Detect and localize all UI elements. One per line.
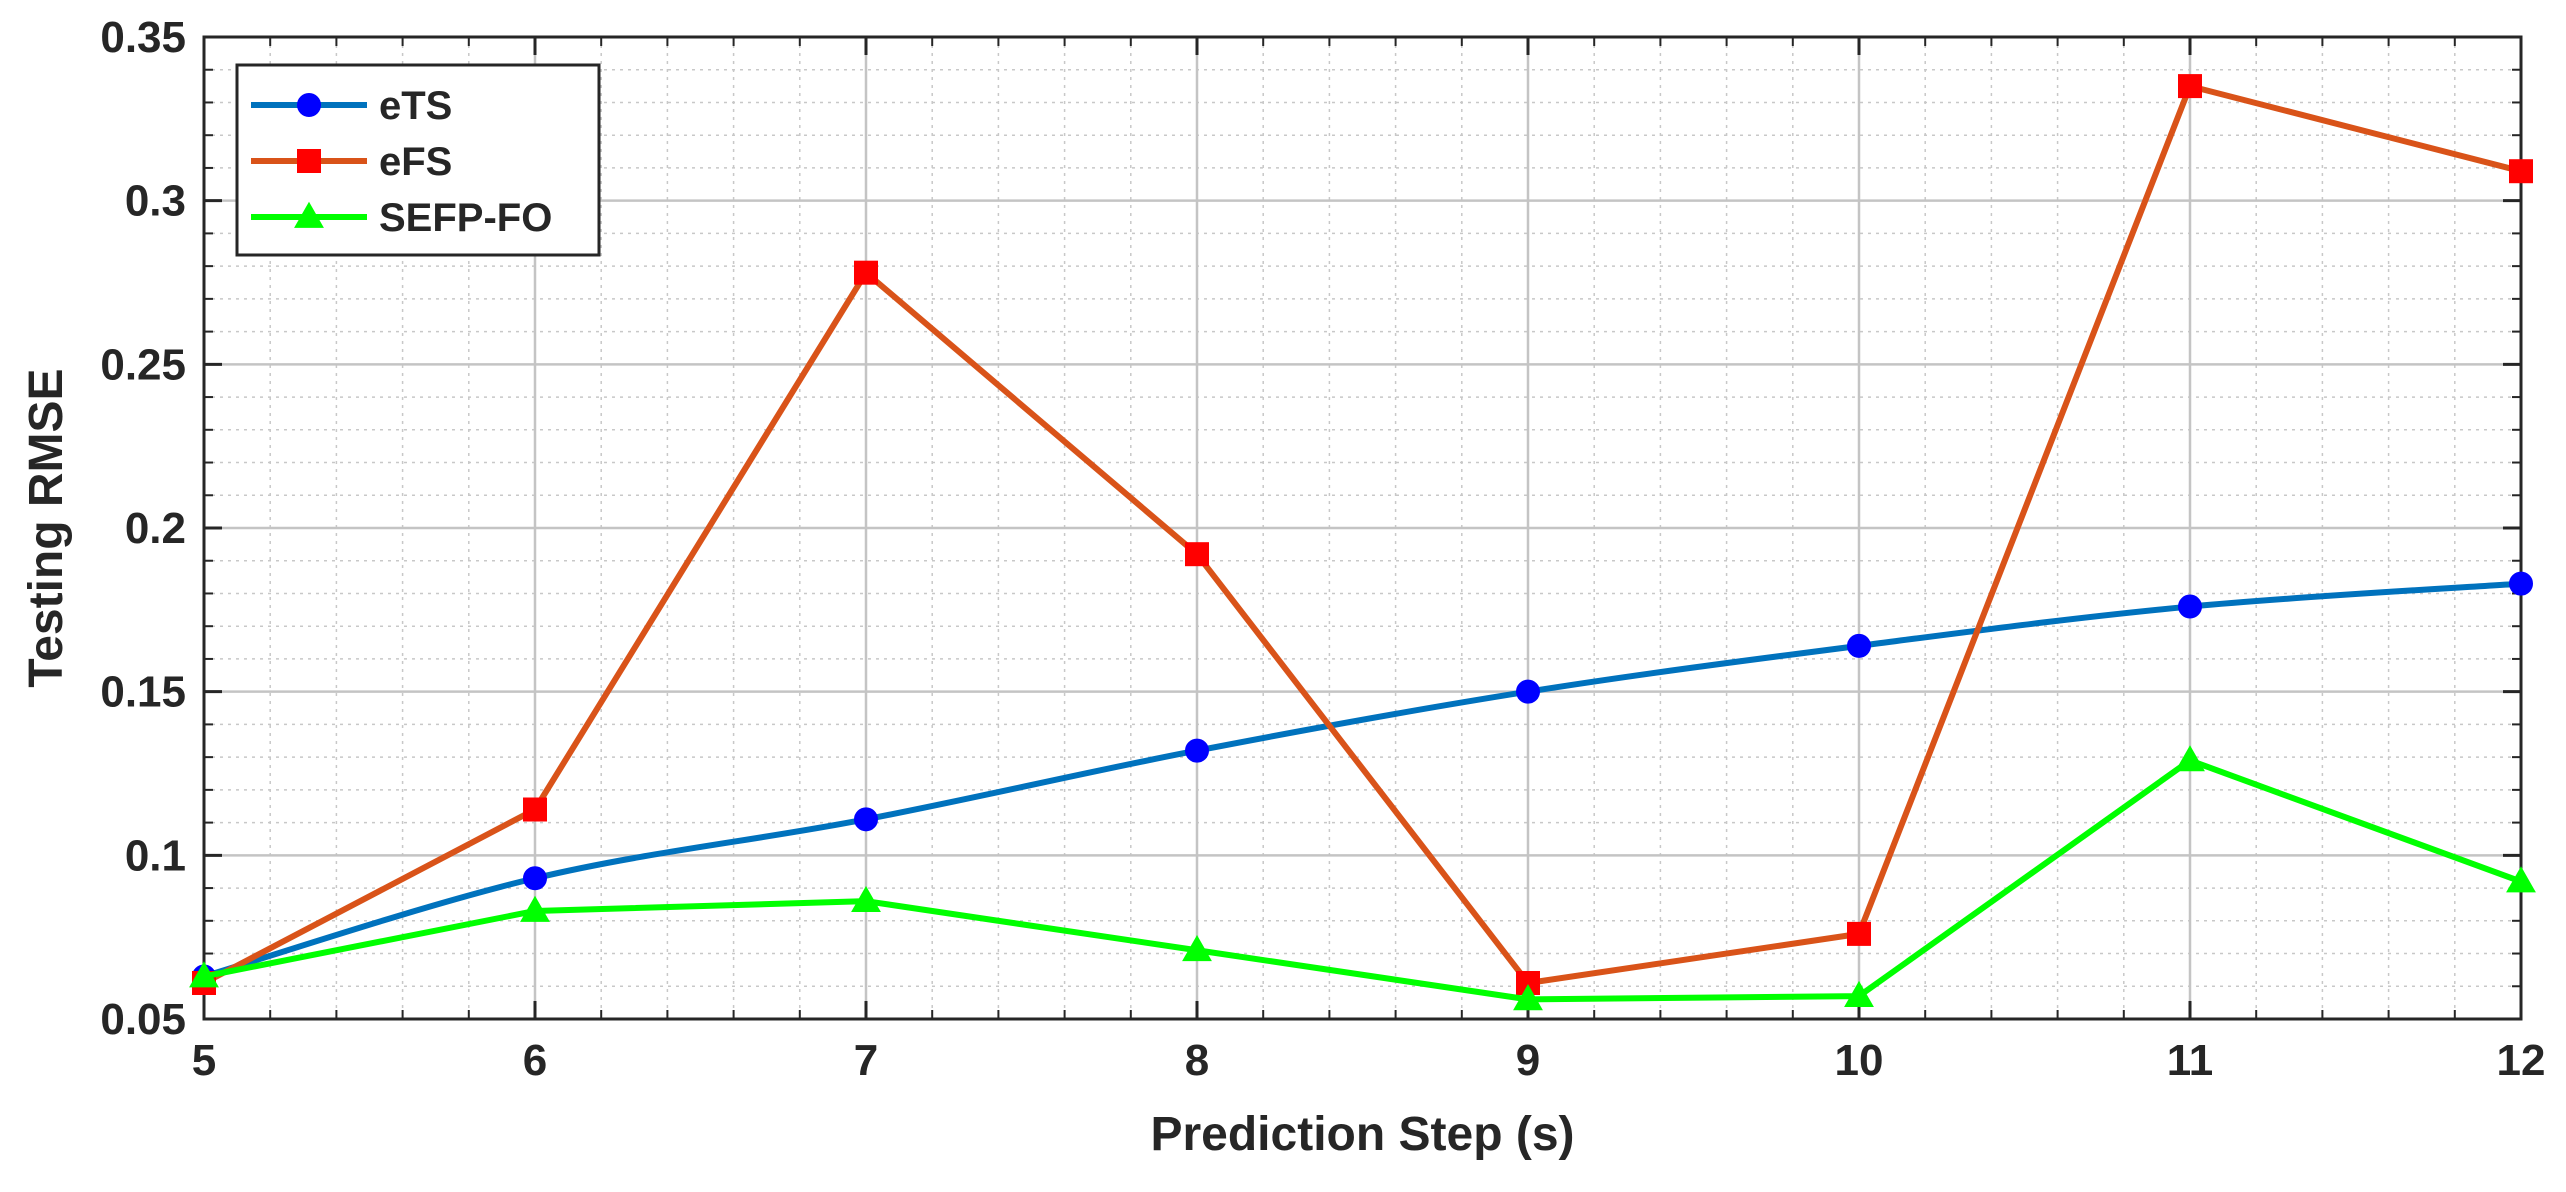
data-point-efs bbox=[854, 260, 878, 285]
legend-label-sefp-fo: SEFP-FO bbox=[379, 196, 552, 240]
data-point-efs bbox=[1847, 921, 1871, 946]
legend-marker-ets bbox=[297, 93, 321, 117]
series-group bbox=[189, 74, 2536, 1011]
data-point-sefp-fo bbox=[1513, 984, 1543, 1011]
y-axis-label: Testing RMSE bbox=[20, 368, 73, 687]
data-point-ets bbox=[523, 866, 547, 891]
y-tick-label: 0.3 bbox=[125, 177, 186, 226]
data-point-sefp-fo bbox=[1844, 980, 1874, 1007]
x-tick-label: 11 bbox=[2167, 1036, 2214, 1085]
series-line-ets bbox=[201, 580, 2524, 980]
legend: eTS eFS SEFP-FO bbox=[235, 63, 601, 257]
y-tick-label: 0.05 bbox=[100, 995, 186, 1044]
data-point-ets bbox=[1516, 679, 1540, 704]
x-tick-label: 5 bbox=[192, 1036, 216, 1085]
x-tick-label: 7 bbox=[854, 1036, 878, 1085]
data-point-ets bbox=[1185, 738, 1209, 763]
legend-marker-sefp-fo bbox=[294, 201, 324, 228]
y-tick-label: 0.25 bbox=[100, 340, 186, 389]
y-tick-label: 0.35 bbox=[100, 13, 186, 62]
data-point-efs bbox=[523, 797, 547, 822]
data-point-ets bbox=[1847, 633, 1871, 658]
data-point-sefp-fo bbox=[2506, 866, 2536, 893]
data-point-sefp-fo bbox=[2175, 745, 2205, 772]
legend-label-ets: eTS bbox=[379, 84, 452, 128]
x-tick-label: 9 bbox=[1516, 1036, 1540, 1085]
x-tick-label: 8 bbox=[1185, 1036, 1209, 1085]
data-point-sefp-fo bbox=[1182, 935, 1212, 962]
legend-label-efs: eFS bbox=[379, 140, 452, 184]
data-point-efs bbox=[2509, 159, 2533, 184]
data-point-ets bbox=[854, 807, 878, 832]
axes: 5 6 7 8 9 10 11 12 0.05 0.1 0.15 0.2 0.25 0.3 0.35 bbox=[100, 13, 2545, 1085]
legend-marker-efs bbox=[297, 149, 321, 173]
data-point-sefp-fo bbox=[189, 961, 219, 988]
y-tick-label: 0.15 bbox=[100, 668, 186, 717]
y-tick-label: 0.1 bbox=[125, 831, 186, 880]
data-point-ets bbox=[2509, 571, 2533, 596]
series-ets bbox=[192, 571, 2533, 989]
data-point-sefp-fo bbox=[851, 885, 881, 913]
y-tick-label: 0.2 bbox=[125, 504, 186, 553]
data-point-efs bbox=[1185, 542, 1209, 567]
series-line-efs bbox=[201, 83, 2524, 986]
series-line-sefp-fo bbox=[201, 757, 2524, 1003]
x-tick-label: 10 bbox=[1835, 1036, 1884, 1085]
data-point-sefp-fo bbox=[520, 895, 550, 922]
x-axis-label: Prediction Step (s) bbox=[1150, 1108, 1574, 1161]
series-sefp-fo bbox=[189, 745, 2536, 1011]
data-point-efs bbox=[2178, 74, 2202, 99]
data-point-ets bbox=[2178, 594, 2202, 619]
x-tick-label: 6 bbox=[523, 1036, 547, 1085]
x-tick-label: 12 bbox=[2497, 1036, 2546, 1085]
